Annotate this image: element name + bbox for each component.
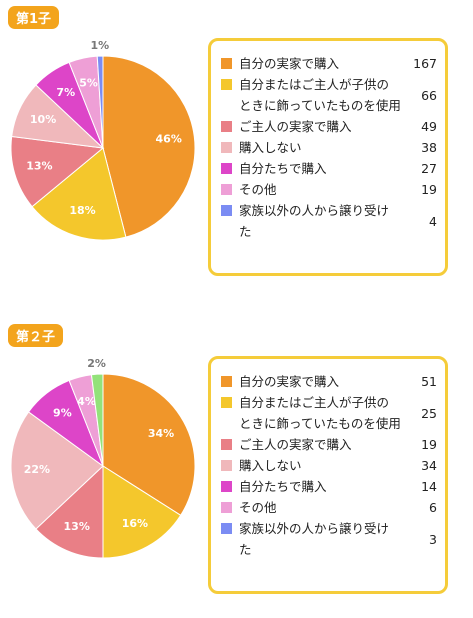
legend-swatch <box>221 523 232 534</box>
slice-label: 46% <box>156 133 182 146</box>
legend-count: 19 <box>421 437 437 452</box>
slice-label: 5% <box>79 76 98 89</box>
legend-label: その他 <box>239 500 277 515</box>
chart-title: 第２子 <box>8 324 64 347</box>
slice-label: 18% <box>69 204 95 217</box>
legend-label: 自分たちで購入 <box>239 479 327 494</box>
legend-swatch <box>221 163 232 174</box>
legend-item: 自分またはご主人が子供のときに飾っていたものを使用 66 <box>221 74 437 116</box>
slice-label: 22% <box>24 463 50 476</box>
slice-label: 13% <box>26 159 52 172</box>
legend-label: 自分またはご主人が子供のときに飾っていたものを使用 <box>239 77 401 113</box>
legend-count: 66 <box>421 87 437 103</box>
legend-item: 購入しない 34 <box>221 455 437 476</box>
legend-swatch <box>221 121 232 132</box>
legend-item: 家族以外の人から譲り受けた 4 <box>221 200 437 242</box>
legend-label: その他 <box>239 182 277 197</box>
slice-label: 7% <box>56 86 75 99</box>
legend: 自分の実家で購入 51 自分またはご主人が子供のときに飾っていたものを使用 25 ご主人… <box>208 356 448 594</box>
legend-item: ご主人の実家で購入 49 <box>221 116 437 137</box>
pie-slice <box>10 135 105 208</box>
legend-item: ご主人の実家で購入 19 <box>221 434 437 455</box>
legend-label: ご主人の実家で購入 <box>239 119 352 134</box>
legend-count: 3 <box>429 531 437 547</box>
legend-count: 49 <box>421 119 437 134</box>
legend-swatch <box>221 184 232 195</box>
pie-slice <box>102 465 182 559</box>
legend-count: 27 <box>421 161 437 176</box>
legend-count: 34 <box>421 458 437 473</box>
legend-item: 自分たちで購入 27 <box>221 158 437 179</box>
legend-swatch <box>221 439 232 450</box>
legend-item: その他 19 <box>221 179 437 200</box>
pie-slice <box>10 411 104 530</box>
chart-block: 第２子 34% 16% 13% 22% 9% 4% 2% 自分の実家で購入 51 自分またはご主… <box>0 318 473 618</box>
slice-label: 16% <box>122 517 148 530</box>
slice-label: 13% <box>64 520 90 533</box>
legend-swatch <box>221 58 232 69</box>
legend-label: 家族以外の人から譲り受けた <box>239 521 390 557</box>
pie-slice <box>31 147 127 241</box>
legend-label: 自分たちで購入 <box>239 161 327 176</box>
legend-label: 自分またはご主人が子供のときに飾っていたものを使用 <box>239 395 401 431</box>
legend-swatch <box>221 205 232 216</box>
legend-label: 自分の実家で購入 <box>239 56 340 71</box>
chart-block: 第1子 46% 18% 13% 10% 7% 5% 1% 自分の実家で購入 167 自分またはご… <box>0 0 473 300</box>
legend-label: ご主人の実家で購入 <box>239 437 352 452</box>
legend-count: 4 <box>429 213 437 229</box>
pie-slice <box>35 464 104 559</box>
legend-label: 家族以外の人から譲り受けた <box>239 203 390 239</box>
slice-label: 34% <box>148 427 174 440</box>
legend-swatch <box>221 397 232 408</box>
legend-count: 167 <box>413 56 437 71</box>
pie: 34% 16% 13% 22% 9% 4% 2% <box>10 357 196 559</box>
legend-item: 家族以外の人から譲り受けた 3 <box>221 518 437 560</box>
legend-label: 購入しない <box>239 458 302 473</box>
chart-title: 第1子 <box>8 6 60 29</box>
legend-swatch <box>221 481 232 492</box>
legend-item: 自分の実家で購入 167 <box>221 53 437 74</box>
pie-slice <box>102 373 196 516</box>
legend-count: 38 <box>421 140 437 155</box>
pie-slice <box>102 55 196 238</box>
legend-label: 購入しない <box>239 140 302 155</box>
slice-label: 10% <box>30 113 56 126</box>
legend-item: その他 6 <box>221 497 437 518</box>
legend-label: 自分の実家で購入 <box>239 374 340 389</box>
legend: 自分の実家で購入 167 自分またはご主人が子供のときに飾っていたものを使用 66 ご主… <box>208 38 448 276</box>
legend-count: 6 <box>429 500 437 515</box>
legend-count: 51 <box>421 374 437 389</box>
legend-item: 自分たちで購入 14 <box>221 476 437 497</box>
slice-label: 9% <box>53 407 72 420</box>
legend-swatch <box>221 502 232 513</box>
slice-label: 4% <box>77 395 96 408</box>
legend-item: 自分の実家で購入 51 <box>221 371 437 392</box>
pie: 46% 18% 13% 10% 7% 5% 1% <box>10 39 196 241</box>
legend-swatch <box>221 142 232 153</box>
pie-slice <box>90 373 104 467</box>
slice-label: 1% <box>90 39 109 52</box>
legend-count: 14 <box>421 479 437 494</box>
legend-item: 購入しない 38 <box>221 137 437 158</box>
legend-item: 自分またはご主人が子供のときに飾っていたものを使用 25 <box>221 392 437 434</box>
legend-swatch <box>221 376 232 387</box>
slice-label: 2% <box>87 357 106 370</box>
pie-slice <box>96 55 104 149</box>
legend-count: 25 <box>421 405 437 421</box>
legend-swatch <box>221 460 232 471</box>
legend-swatch <box>221 79 232 90</box>
legend-count: 19 <box>421 182 437 197</box>
